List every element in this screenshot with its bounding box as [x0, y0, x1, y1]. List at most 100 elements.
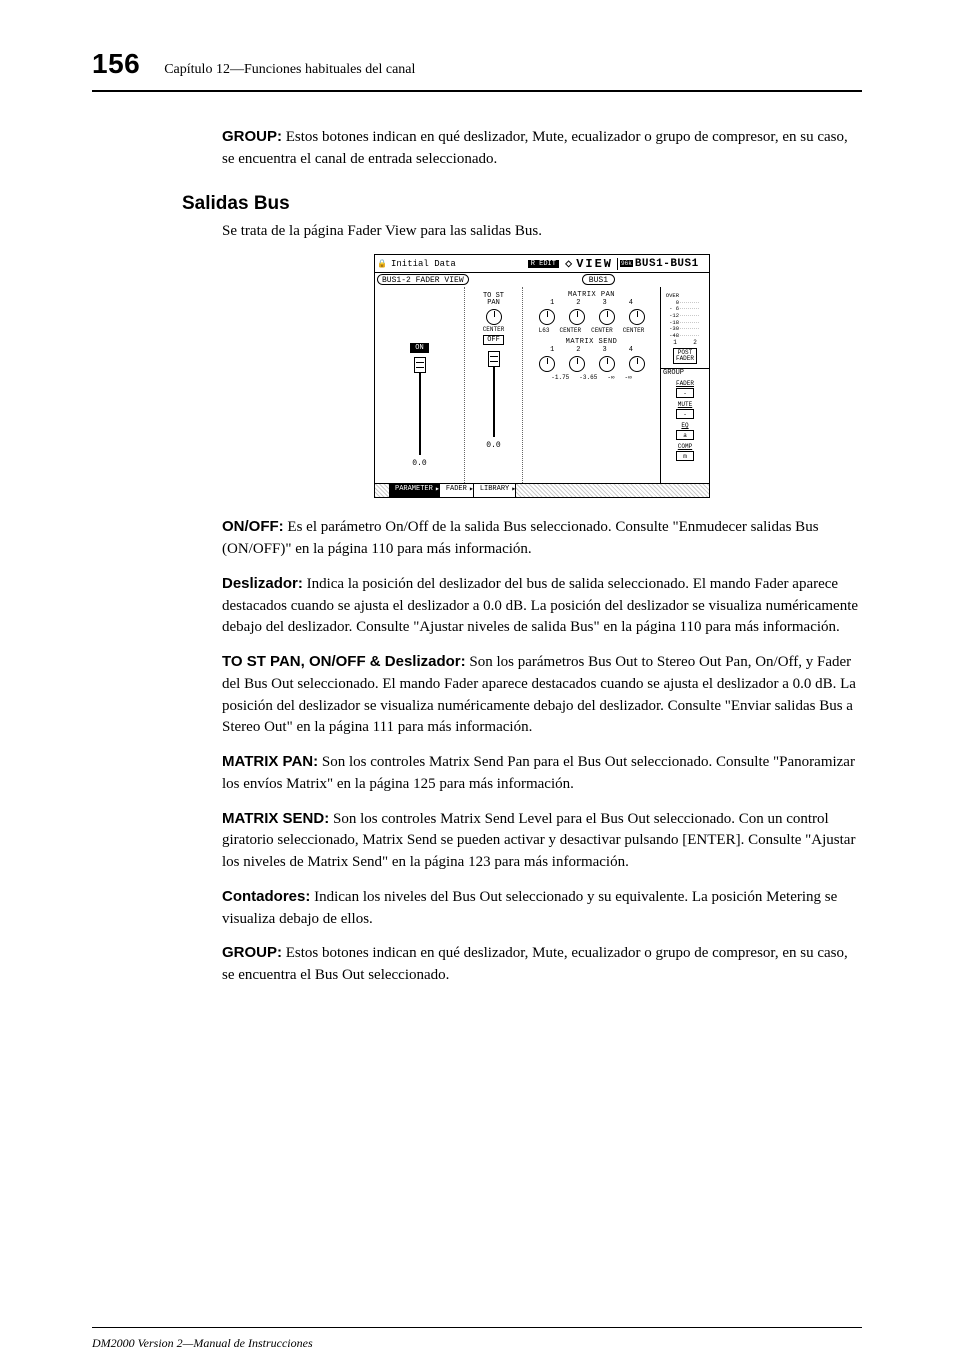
post-fader-indicator: POST FADER	[673, 348, 697, 364]
fader-col-1: ON 0.0	[375, 287, 465, 483]
tab-fader: FADER▸	[440, 484, 474, 497]
footer-rule	[92, 1327, 862, 1328]
fader-label: FADER	[676, 356, 694, 362]
bus-label: BUS1-BUS1	[635, 258, 699, 270]
matrix-pan-label: MATRIX PAN	[568, 291, 615, 299]
meter-group-col: OVER 0·········· - 6·········· -12······…	[661, 287, 709, 483]
matrix-send-label: MATRIX SEND	[566, 338, 618, 346]
para-contadores: Contadores: Indican los niveles del Bus …	[222, 886, 862, 931]
content-block: GROUP: Estos botones indican en qué desl…	[222, 126, 862, 171]
pan-num: 1	[550, 299, 554, 307]
para-onoff: ON/OFF: Es el parámetro On/Off de la sal…	[222, 516, 862, 561]
fader-track-1	[419, 357, 421, 455]
tab-library: LIBRARY▸	[474, 484, 516, 497]
center-label: CENTER	[483, 327, 505, 333]
knob-icon	[599, 356, 615, 372]
header-rule	[92, 90, 862, 92]
pan-num: 2	[576, 299, 580, 307]
para-label: ON/OFF:	[222, 518, 284, 535]
group-item-label: MUTE	[678, 401, 692, 408]
meter-scale: OVER 0·········· - 6·········· -12······…	[665, 293, 705, 339]
samplerate-icon: 96k	[620, 260, 633, 267]
fader-view-screenshot: 🔒 Initial Data R EDIT ◇VIEW 96k BUS1-BUS…	[374, 254, 710, 498]
matrix-send-nums: 1 2 3 4	[550, 346, 633, 354]
pan-num: 4	[629, 299, 633, 307]
send-val: -1.75	[551, 374, 569, 381]
section-heading: Salidas Bus	[182, 193, 862, 215]
matrix-pan-knobs	[539, 307, 645, 327]
page-number: 156	[92, 48, 140, 80]
group-item-label: EQ	[681, 422, 688, 429]
para-label: MATRIX PAN:	[222, 753, 318, 770]
fader-track-2	[493, 351, 495, 437]
matrix-send-vals: -1.75 -3.65 -∞ -∞	[551, 374, 631, 381]
tab-fill	[516, 484, 709, 497]
edit-badge: R EDIT	[528, 260, 559, 268]
send-val: -∞	[607, 374, 614, 381]
matrix-col: MATRIX PAN 1 2 3 4	[523, 287, 661, 483]
matrix-send-knobs	[539, 354, 645, 374]
lock-icon: 🔒	[375, 259, 389, 269]
tab-fill	[375, 484, 389, 497]
fig-subheader: BUS1-2 FADER VIEW BUS1	[375, 273, 709, 287]
fader-value-1: 0.0	[412, 459, 426, 468]
para-group: GROUP: Estos botones indican en qué desl…	[222, 942, 862, 987]
on-indicator: ON	[410, 343, 428, 353]
to-st-pan-col: TO ST PAN CENTER OFF 0.0	[465, 287, 523, 483]
group-item-label: COMP	[678, 443, 692, 450]
knob-icon	[569, 356, 585, 372]
chapter-title: Capítulo 12—Funciones habituales del can…	[164, 62, 415, 78]
knob-icon	[599, 309, 615, 325]
para-label: TO ST PAN, ON/OFF & Deslizador:	[222, 653, 466, 670]
group-item-label: FADER	[676, 380, 694, 387]
fig-topbar: 🔒 Initial Data R EDIT ◇VIEW 96k BUS1-BUS…	[375, 255, 709, 273]
para-text: Estos botones indican en qué deslizador,…	[222, 945, 848, 983]
para-label: Deslizador:	[222, 575, 303, 592]
para-to-st-pan: TO ST PAN, ON/OFF & Deslizador: Son los …	[222, 651, 862, 739]
para-label: MATRIX SEND:	[222, 810, 329, 827]
knob-icon	[569, 309, 585, 325]
knob-icon	[539, 309, 555, 325]
pan-val: CENTER	[559, 327, 581, 334]
para-matrix-send: MATRIX SEND: Son los controles Matrix Se…	[222, 808, 862, 874]
matrix-pan-nums: 1 2 3 4	[550, 299, 633, 307]
para-text: Es el parámetro On/Off de la salida Bus …	[222, 519, 819, 557]
pan-num: 3	[603, 299, 607, 307]
fig-main: ON 0.0 TO ST PAN CENTER OFF	[375, 287, 709, 483]
meter-ch: 2	[693, 339, 697, 346]
knob-icon	[539, 356, 555, 372]
page-header: 156 Capítulo 12—Funciones habituales del…	[92, 48, 862, 80]
send-num: 3	[603, 346, 607, 354]
send-num: 2	[576, 346, 580, 354]
diamond-icon: ◇	[565, 256, 574, 271]
meter-channels: 1 2	[665, 339, 705, 346]
meter-tick: -48	[665, 333, 679, 340]
group-label: GROUP:	[222, 128, 282, 145]
group-item-box: -	[676, 388, 694, 398]
send-val: -∞	[625, 374, 632, 381]
subhead-right: BUS1	[582, 274, 615, 285]
para-label: Contadores:	[222, 888, 310, 905]
para-label: GROUP:	[222, 944, 282, 961]
pan-val: CENTER	[591, 327, 613, 334]
view-text: VIEW	[576, 257, 613, 271]
send-val: -3.65	[579, 374, 597, 381]
section-intro: Se trata de la página Fader View para la…	[222, 221, 862, 243]
section-body: Se trata de la página Fader View para la…	[222, 221, 862, 987]
group-item-box: -	[676, 409, 694, 419]
bus-indicator: 96k BUS1-BUS1	[617, 258, 709, 270]
matrix-pan-vals: L63 CENTER CENTER CENTER	[539, 327, 645, 334]
fader-knob-1	[414, 357, 426, 373]
tab-parameter: PARAMETER▸	[389, 484, 440, 497]
group-item-box: a	[676, 430, 694, 440]
knob-icon	[629, 309, 645, 325]
off-button: OFF	[483, 335, 504, 345]
to-st-label-2: PAN	[487, 300, 500, 307]
intro-group-para: GROUP: Estos botones indican en qué desl…	[222, 126, 862, 171]
knob-icon	[629, 356, 645, 372]
group-item-box: m	[676, 451, 694, 461]
para-text: Indica la posición del deslizador del bu…	[222, 576, 858, 636]
fader-value-2: 0.0	[486, 441, 500, 450]
send-num: 4	[629, 346, 633, 354]
meter: OVER 0·········· - 6·········· -12······…	[665, 293, 705, 346]
